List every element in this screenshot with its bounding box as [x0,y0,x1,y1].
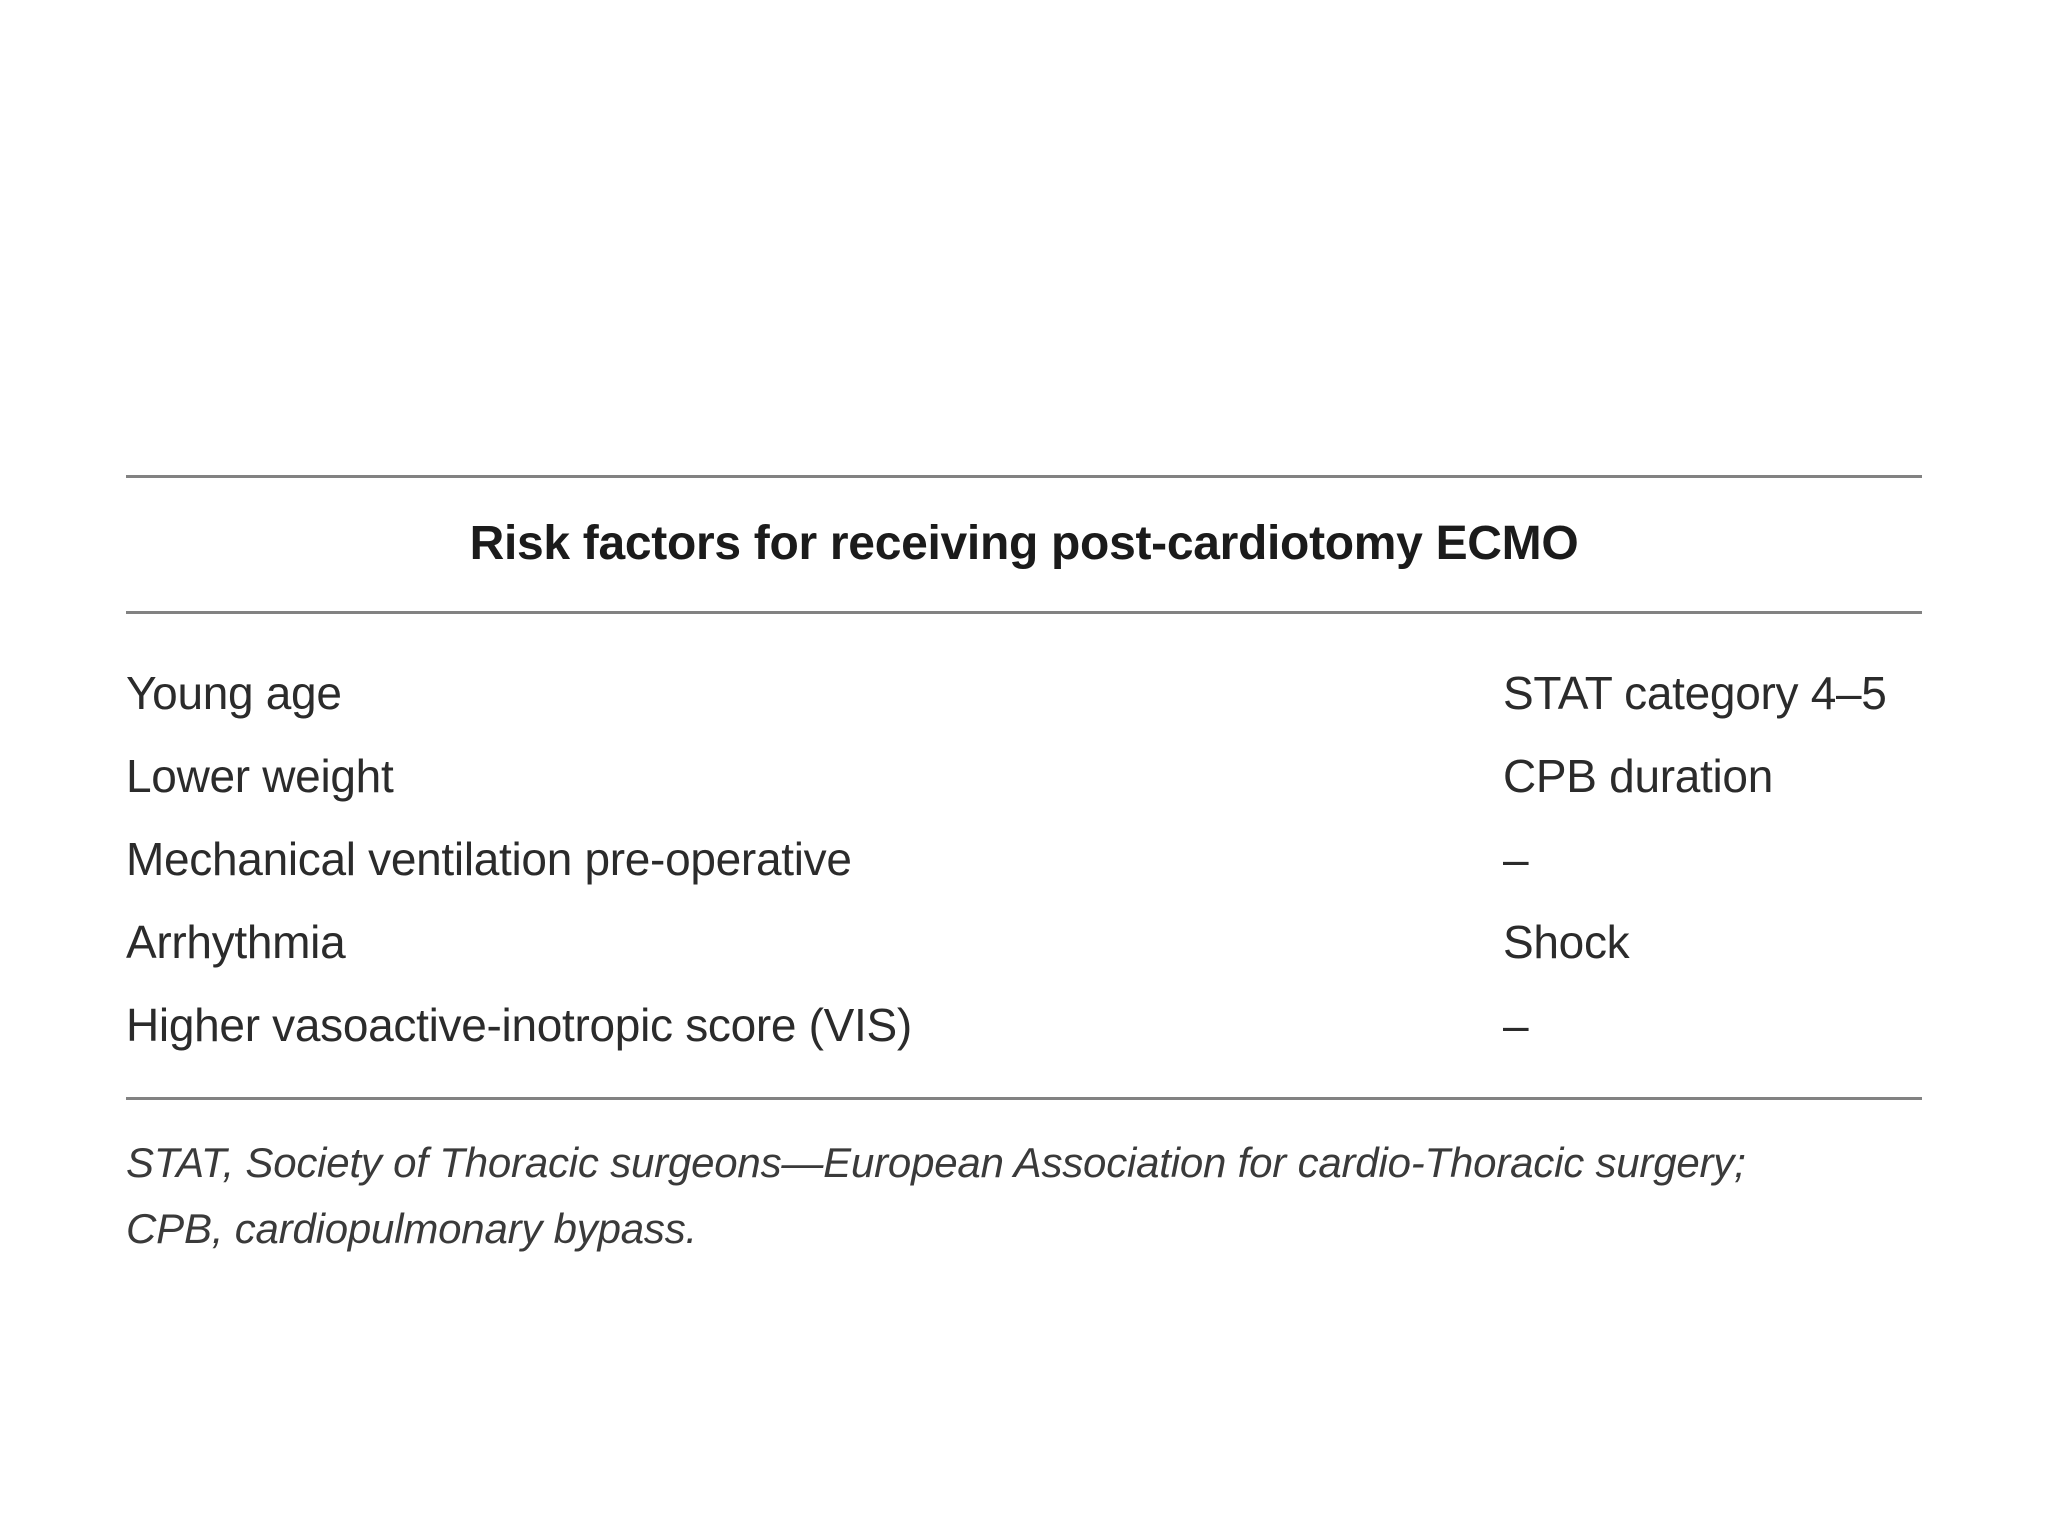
table-row: Higher vasoactive-inotropic score (VIS) … [126,995,1922,1055]
row-value: CPB duration [1503,750,1773,802]
table-row: Mechanical ventilation pre-operative – [126,829,1922,889]
row-value: Shock [1503,916,1630,968]
table-top-rule [126,475,1922,478]
row-value: STAT category 4–5 [1503,667,1887,719]
table-row: Young age STAT category 4–5 [126,663,1922,723]
row-label: Higher vasoactive-inotropic score (VIS) [126,999,912,1051]
row-label: Lower weight [126,750,394,802]
risk-factors-table: Risk factors for receiving post-cardioto… [126,0,1922,1536]
row-value: – [1503,833,1529,885]
footnote-line-1: STAT, Society of Thoracic surgeons—Europ… [126,1139,1746,1186]
footnote-line-2: CPB, cardiopulmonary bypass. [126,1205,697,1252]
table-title: Risk factors for receiving post-cardioto… [469,517,1579,570]
table-header-rule [126,611,1922,614]
row-value: – [1503,999,1529,1051]
table-bottom-rule [126,1097,1922,1100]
table-row: Lower weight CPB duration [126,746,1922,806]
row-label: Young age [126,667,342,719]
row-label: Mechanical ventilation pre-operative [126,833,852,885]
table-footnote: STAT, Society of Thoracic surgeons—Europ… [126,1130,1922,1262]
row-label: Arrhythmia [126,916,346,968]
table-row: Arrhythmia Shock [126,912,1922,972]
